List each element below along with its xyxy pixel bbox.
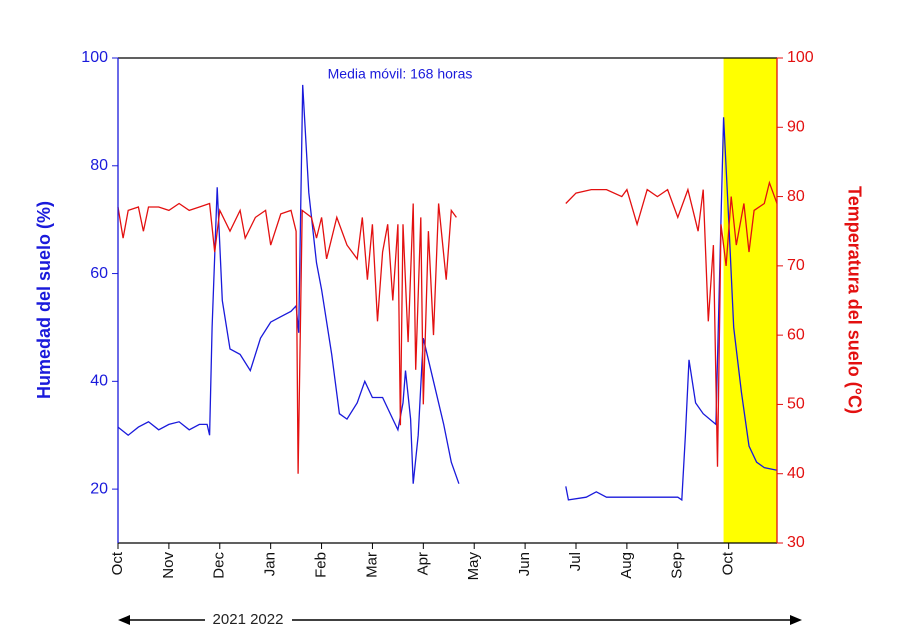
y-tick-label: 100	[81, 49, 108, 66]
data-line	[117, 84, 778, 502]
x-tick-label: Oct	[109, 551, 126, 575]
x-tick-label: Nov	[160, 552, 177, 579]
x-tick-label: Jan	[262, 552, 279, 576]
x-tick-label: Jun	[516, 552, 533, 576]
x-tick-label: Feb	[313, 552, 330, 578]
arrow-head	[118, 615, 130, 625]
x-tick-label: Mar	[363, 552, 380, 578]
x-tick-label: Oct	[720, 551, 737, 575]
highlight-band	[723, 58, 777, 543]
background-layer	[723, 58, 777, 543]
y-tick-label: 20	[90, 480, 108, 497]
y2-tick-label: 100	[787, 49, 814, 66]
period-label: 2021 2022	[213, 611, 284, 628]
y2-tick-label: 80	[787, 188, 805, 205]
y2-tick-label: 60	[787, 326, 805, 343]
y2-axis-label: Temperatura del suelo (°C)	[844, 186, 864, 414]
y-axis-label: Humedad del suelo (%)	[34, 201, 54, 399]
y2-tick-label: 30	[787, 534, 805, 551]
y2-tick-label: 50	[787, 396, 805, 413]
y2-tick-label: 90	[787, 119, 805, 136]
y2-tick-label: 40	[787, 465, 805, 482]
x-tick-label: Jul	[567, 552, 584, 571]
x-tick-label: Sep	[669, 552, 686, 579]
x-tick-label: Dec	[211, 552, 228, 579]
plot-layer	[117, 84, 778, 502]
arrow-head	[790, 615, 802, 625]
y-tick-label: 60	[90, 265, 108, 282]
annotation: Media móvil: 168 horas	[328, 66, 473, 82]
x-tick-label: Apr	[414, 552, 431, 575]
x-tick-label: Aug	[618, 552, 635, 579]
x-tick-label: May	[465, 552, 482, 581]
y-tick-label: 80	[90, 157, 108, 174]
data-line	[117, 180, 778, 474]
y2-tick-label: 70	[787, 257, 805, 274]
y-tick-label: 40	[90, 373, 108, 390]
